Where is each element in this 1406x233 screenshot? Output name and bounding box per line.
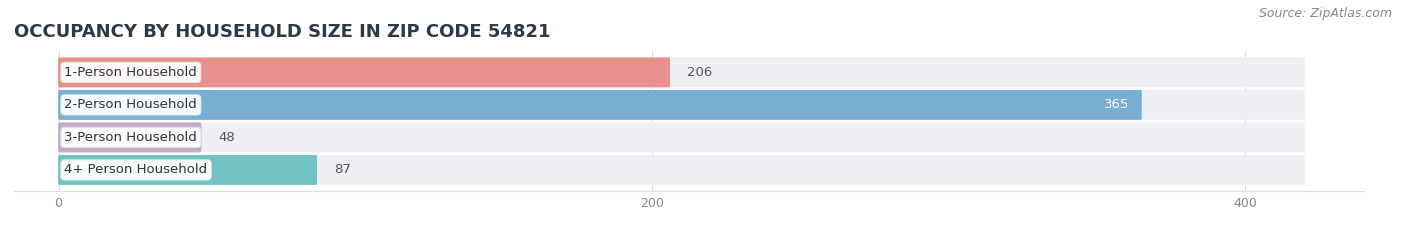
Text: 206: 206 — [688, 66, 713, 79]
Text: 1-Person Household: 1-Person Household — [65, 66, 197, 79]
FancyBboxPatch shape — [58, 58, 671, 87]
Text: Source: ZipAtlas.com: Source: ZipAtlas.com — [1258, 7, 1392, 20]
Text: 2-Person Household: 2-Person Household — [65, 98, 197, 111]
Text: 4+ Person Household: 4+ Person Household — [65, 163, 208, 176]
FancyBboxPatch shape — [58, 90, 1142, 120]
Text: 48: 48 — [219, 131, 235, 144]
FancyBboxPatch shape — [58, 123, 1305, 152]
FancyBboxPatch shape — [58, 155, 318, 185]
FancyBboxPatch shape — [58, 155, 1305, 185]
Text: 3-Person Household: 3-Person Household — [65, 131, 197, 144]
FancyBboxPatch shape — [58, 123, 201, 152]
FancyBboxPatch shape — [58, 90, 1305, 120]
FancyBboxPatch shape — [58, 58, 1305, 87]
Text: OCCUPANCY BY HOUSEHOLD SIZE IN ZIP CODE 54821: OCCUPANCY BY HOUSEHOLD SIZE IN ZIP CODE … — [14, 23, 551, 41]
Text: 365: 365 — [1104, 98, 1129, 111]
Text: 87: 87 — [335, 163, 352, 176]
